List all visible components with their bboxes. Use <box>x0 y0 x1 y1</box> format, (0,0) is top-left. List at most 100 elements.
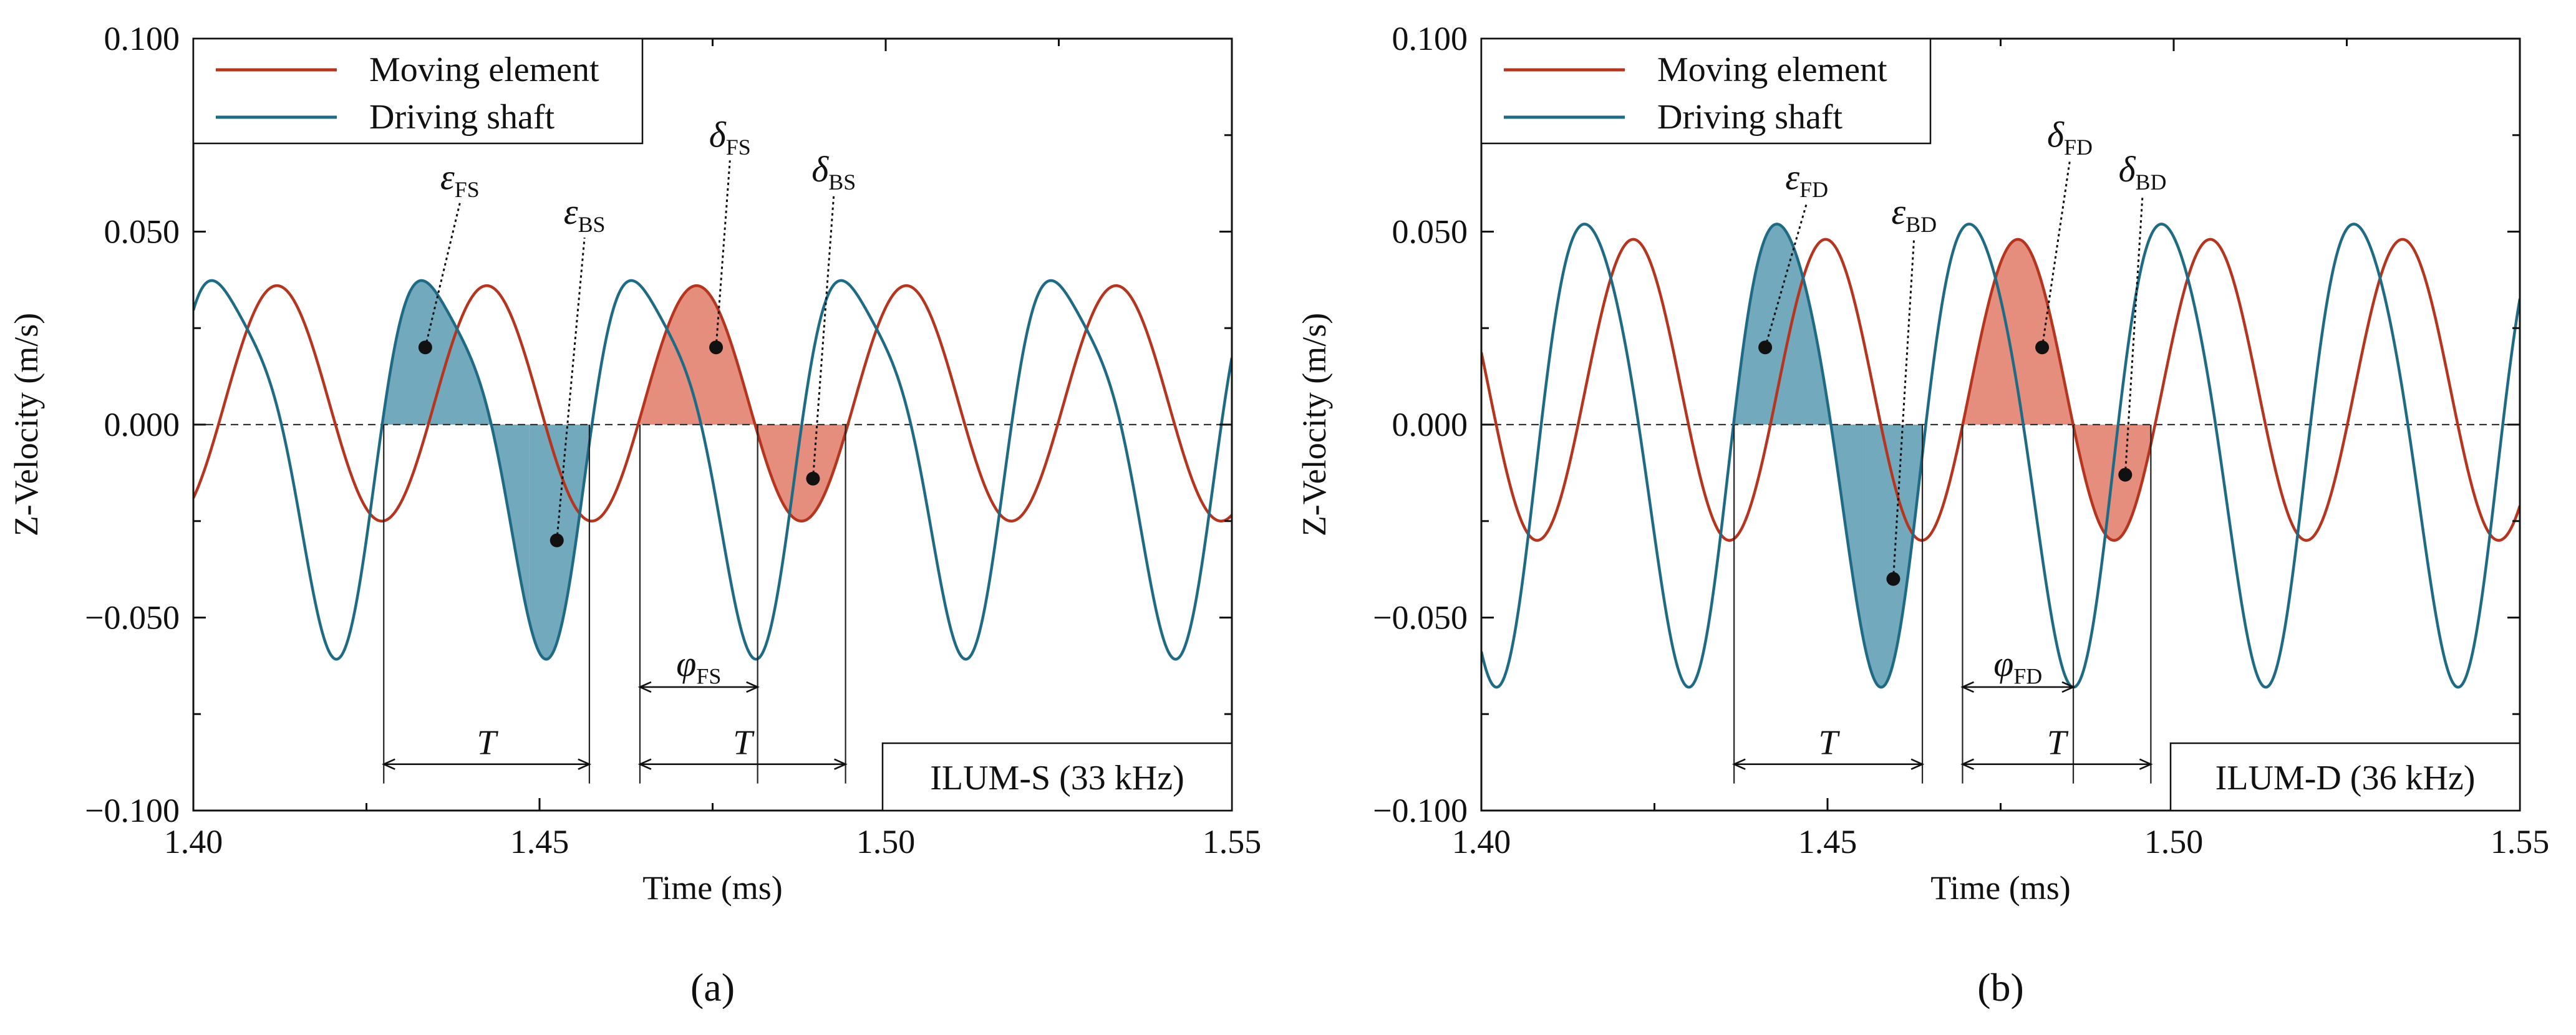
annotation-label-base: δ <box>709 114 727 155</box>
annotation-label-base: ε <box>1785 156 1799 197</box>
y-axis-label: Z-Velocity (m/s) <box>7 313 45 536</box>
condition-badge: ILUM-S (33 kHz) <box>930 759 1184 797</box>
period-arrow-shaft-head-left <box>1731 758 1746 770</box>
area-forward-shaft <box>384 280 530 621</box>
y-tick-label: 0.000 <box>1392 406 1468 443</box>
legend-label-driving-shaft: Driving shaft <box>1657 98 1843 137</box>
x-tick-label: 1.40 <box>1452 823 1511 860</box>
x-tick-label: 1.50 <box>2144 823 2204 860</box>
annotation-point <box>2118 468 2133 482</box>
phase-label: φFD <box>1993 643 2042 689</box>
period-arrow-shaft-head-right <box>1910 758 1925 770</box>
y-tick-label: −0.050 <box>1373 599 1468 637</box>
area-forward-moving <box>639 286 758 434</box>
period-arrow-shaft-head-right <box>578 758 592 770</box>
area-forward-moving <box>1962 239 2074 426</box>
phase-label-sub: FS <box>696 664 721 689</box>
phase-arrow-head-left <box>1960 681 1974 693</box>
y-tick-label: −0.050 <box>85 599 180 637</box>
x-tick-label: 1.40 <box>164 823 223 860</box>
series-line-driving-shaft <box>193 279 1232 661</box>
annotation-label-sub: FS <box>726 135 751 160</box>
annotation-label: δFS <box>709 114 751 160</box>
x-axis-label: Time (ms) <box>642 869 783 907</box>
series-line-moving-element <box>193 284 1232 523</box>
x-tick-label: 1.50 <box>856 823 916 860</box>
annotation-label-base: ε <box>564 191 578 232</box>
condition-badge-frame <box>2169 742 2521 812</box>
legend-label-moving-element: Moving element <box>1657 51 1887 89</box>
annotation-point <box>806 471 820 486</box>
annotation-label-base: δ <box>2119 149 2136 190</box>
annotation-point <box>2035 340 2050 355</box>
phase-label-base: φ <box>676 643 696 684</box>
annotation-label-sub: BS <box>828 170 856 195</box>
annotation-leader <box>811 195 835 479</box>
phase-label: φFS <box>676 643 721 689</box>
annotation-leader <box>556 237 586 541</box>
period-arrow-moving-head-right <box>2139 758 2153 770</box>
x-tick-label: 1.55 <box>2491 823 2550 860</box>
plot-area <box>1481 223 2520 689</box>
annotation-label-sub: FS <box>455 177 480 202</box>
annotation-leader <box>2041 160 2071 348</box>
period-label-shaft: T <box>477 724 499 763</box>
phase-arrow-head-left <box>637 681 652 693</box>
y-tick-label: 0.100 <box>104 20 180 57</box>
period-arrow-moving-head-left <box>637 758 652 770</box>
annotation-label-base: δ <box>2047 114 2065 155</box>
plot-area <box>193 279 1232 661</box>
y-tick-label: 0.050 <box>1392 213 1468 251</box>
period-label-moving: T <box>2047 724 2069 763</box>
legend-label-moving-element: Moving element <box>369 51 599 89</box>
annotation-leader <box>1892 238 1915 579</box>
annotation-label-sub: BD <box>1905 212 1937 237</box>
annotation-leader <box>424 203 461 348</box>
annotation-label-base: ε <box>440 156 455 197</box>
y-tick-label: 0.000 <box>104 406 180 443</box>
annotation-label: εFS <box>440 156 480 202</box>
y-tick-label: −0.100 <box>1373 792 1468 829</box>
y-tick-label: −0.100 <box>85 792 180 829</box>
period-arrow-moving-head-left <box>1960 758 1974 770</box>
x-axis-label: Time (ms) <box>1930 869 2071 907</box>
annotation-label: εFD <box>1785 156 1828 202</box>
x-tick-label: 1.55 <box>1203 823 1262 860</box>
annotation-label: δBS <box>811 149 856 195</box>
period-arrow-shaft-head-left <box>382 758 395 770</box>
annotation-label: δBD <box>2119 149 2167 195</box>
annotation-point <box>1886 572 1901 586</box>
annotation-label-base: δ <box>811 149 829 190</box>
annotation-point <box>418 340 432 355</box>
panel-label: (a) <box>690 965 735 1009</box>
annotation-label: εBD <box>1891 191 1937 237</box>
annotation-point <box>709 340 724 355</box>
period-arrow-moving-head-right <box>834 758 848 770</box>
x-tick-label: 1.45 <box>1798 823 1857 860</box>
y-axis-label: Z-Velocity (m/s) <box>1295 313 1333 536</box>
annotation-point <box>1758 340 1773 355</box>
annotation-label: εBS <box>564 191 606 237</box>
panel-label: (b) <box>1977 965 2024 1009</box>
phase-arrow-head-right <box>2061 681 2076 693</box>
legend-label-driving-shaft: Driving shaft <box>369 98 555 137</box>
y-tick-label: 0.100 <box>1392 20 1468 57</box>
series-line-moving-element <box>1481 238 2520 542</box>
annotation-label-base: ε <box>1891 191 1905 232</box>
annotation-label-sub: FD <box>1799 177 1828 202</box>
annotation-label-sub: BS <box>578 212 606 237</box>
annotation-point <box>550 533 564 547</box>
phase-label-base: φ <box>1993 643 2013 684</box>
legend-frame <box>192 37 644 145</box>
legend: Moving element Driving shaft <box>1480 37 1932 145</box>
legend-frame <box>1480 37 1932 145</box>
annotation-leader <box>2124 195 2144 475</box>
phase-label-sub: FD <box>2013 664 2042 689</box>
panel-a: T TφFSεFSεBSδFSδBS0.1000.0500.000−0.050−0… <box>7 20 1261 1009</box>
x-tick-label: 1.45 <box>510 823 569 860</box>
annotation-label-sub: BD <box>2136 170 2167 195</box>
annotation-label-sub: FD <box>2064 135 2093 160</box>
legend: Moving element Driving shaft <box>192 37 644 145</box>
condition-badge-frame <box>881 742 1233 812</box>
